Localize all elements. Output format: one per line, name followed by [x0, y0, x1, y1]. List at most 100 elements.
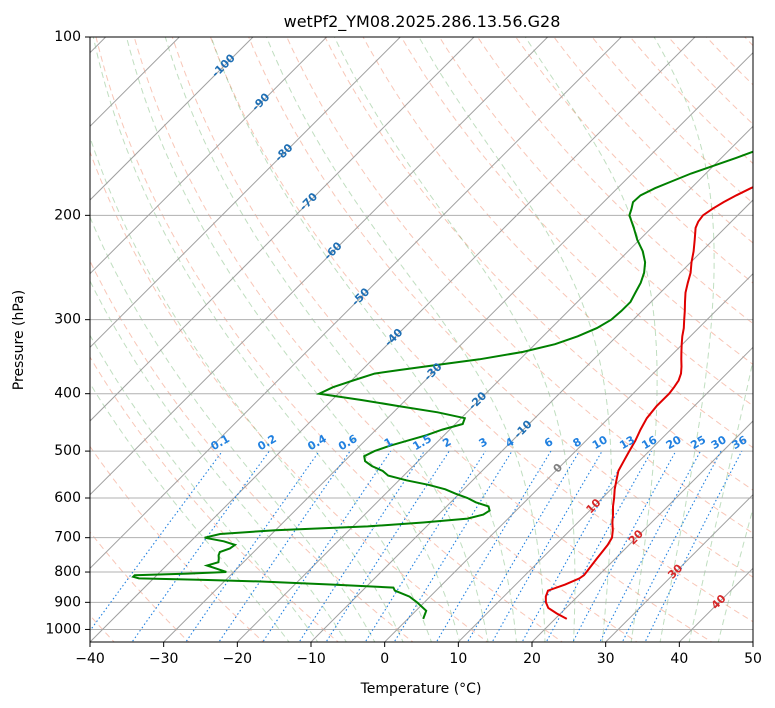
- isotherm: [90, 37, 549, 496]
- isotherm: [310, 199, 753, 642]
- y-tick-label: 400: [54, 386, 81, 402]
- isobars: [90, 37, 753, 630]
- mixing-ratio-label: 10: [590, 433, 610, 452]
- moist-adiabat: [210, 37, 518, 642]
- mixing-ratio-label: 1.5: [410, 432, 433, 453]
- y-tick-label: 800: [54, 564, 81, 580]
- moist-adiabat: [688, 358, 753, 642]
- isotherm-label: -100: [209, 51, 238, 80]
- mixing-ratio-line: [325, 450, 450, 642]
- y-tick-label: 900: [54, 594, 81, 610]
- dry-adiabat: [90, 356, 340, 642]
- dry-adiabat: [248, 37, 753, 578]
- isotherm: [90, 37, 402, 349]
- moist-adiabat: [90, 334, 319, 642]
- chart-title: wetPf2_YM08.2025.286.13.56.G28: [284, 12, 561, 32]
- isotherm-label: -40: [382, 326, 405, 349]
- isotherm: [604, 493, 753, 642]
- x-axis-ticks: −40 −30 −20 −10 0 10 20 30 40 50: [75, 642, 762, 667]
- isotherm-label: 20: [626, 527, 646, 547]
- dry-adiabat: [705, 37, 753, 86]
- moist-adiabat: [90, 279, 347, 642]
- isotherm: [90, 37, 181, 128]
- mixing-ratio-line: [90, 450, 223, 632]
- mixing-ratio-label: 0.2: [255, 432, 278, 453]
- mixing-ratio-line: [131, 450, 270, 642]
- y-axis-ticks: 1000 900 800 700 600 500 400 300 200 100: [45, 29, 90, 637]
- x-tick-label: 0: [380, 651, 389, 667]
- dry-adiabat: [90, 150, 489, 642]
- x-tick-label: −30: [149, 651, 179, 667]
- isotherm: [90, 37, 623, 570]
- mixing-ratio-label: 0.4: [305, 432, 329, 453]
- mixing-ratio-line: [262, 450, 392, 642]
- dry-adiabat: [133, 37, 638, 642]
- mixing-ratio-label: 6: [542, 435, 555, 450]
- moist-adiabat: [717, 506, 753, 642]
- isotherm: [531, 420, 753, 642]
- mixing-ratio-label: 2: [440, 435, 453, 450]
- x-tick-label: 20: [523, 651, 541, 667]
- y-tick-label: 200: [54, 207, 81, 223]
- mixing-ratio-label: 30: [709, 433, 729, 452]
- mixing-ratio-line: [644, 450, 743, 642]
- x-tick-label: 40: [670, 651, 688, 667]
- y-tick-label: 1000: [45, 621, 81, 637]
- isotherm: [90, 37, 696, 642]
- mixing-ratio-line: [466, 450, 580, 642]
- isotherm: [90, 37, 328, 275]
- mixing-ratio-label: 3: [477, 435, 490, 450]
- mixing-ratio-line: [621, 450, 722, 642]
- y-tick-label: 500: [54, 443, 81, 459]
- isotherm-label: -20: [466, 389, 489, 412]
- isotherm: [383, 272, 753, 642]
- isotherm: [752, 641, 753, 642]
- isotherm-label: -90: [249, 90, 272, 113]
- moist-adiabat: [266, 37, 546, 642]
- isotherm-label: 30: [665, 561, 685, 581]
- isotherms: [90, 37, 753, 642]
- x-axis-label: Temperature (°C): [360, 681, 482, 697]
- mixing-ratio-label: 20: [664, 433, 684, 452]
- x-tick-label: 30: [597, 651, 615, 667]
- dry-adiabat: [667, 37, 753, 125]
- dry-adiabat: [362, 37, 753, 449]
- moist-adiabat: [90, 382, 290, 642]
- x-tick-label: 50: [744, 651, 762, 667]
- dewpoint-profile-line: [131, 150, 753, 620]
- moist-adiabat: [90, 135, 404, 642]
- isotherm: [457, 346, 753, 642]
- moist-adiabat: [164, 37, 489, 642]
- isotherm: [90, 37, 254, 201]
- dry-adiabat: [629, 37, 753, 165]
- mixing-ratio-line: [298, 450, 425, 642]
- x-tick-label: −20: [223, 651, 253, 667]
- dry-adiabat: [90, 531, 190, 642]
- x-tick-label: −10: [296, 651, 326, 667]
- mixing-ratio-line: [572, 450, 677, 642]
- x-tick-label: −40: [75, 651, 105, 667]
- plot-area: -100-90-80-70-60-50-40-30-20-10010203040…: [90, 37, 753, 642]
- dry-adiabat: [90, 259, 414, 642]
- mixing-ratio-label: 16: [639, 433, 659, 452]
- dry-adiabat: [286, 37, 753, 534]
- moist-adiabat: [90, 215, 376, 642]
- mixing-ratio-label: 25: [688, 433, 708, 452]
- mixing-ratio-line: [218, 450, 351, 642]
- moist-adiabat: [126, 37, 461, 642]
- y-tick-label: 700: [54, 530, 81, 546]
- y-tick-label: 100: [54, 29, 81, 45]
- dry-adiabat: [515, 37, 753, 284]
- mixing-ratio-line: [393, 450, 513, 642]
- moist-adiabat: [418, 37, 613, 642]
- mixing-ratio-line: [185, 450, 320, 642]
- isotherm: [162, 51, 753, 642]
- y-tick-label: 600: [54, 490, 81, 506]
- isotherm: [90, 37, 475, 422]
- moist-adiabat: [653, 37, 715, 642]
- moist-adiabat: [92, 37, 432, 642]
- dry-adiabat: [591, 37, 753, 204]
- dry-adiabat: [744, 37, 753, 47]
- mixing-ratio-lines: [90, 450, 743, 642]
